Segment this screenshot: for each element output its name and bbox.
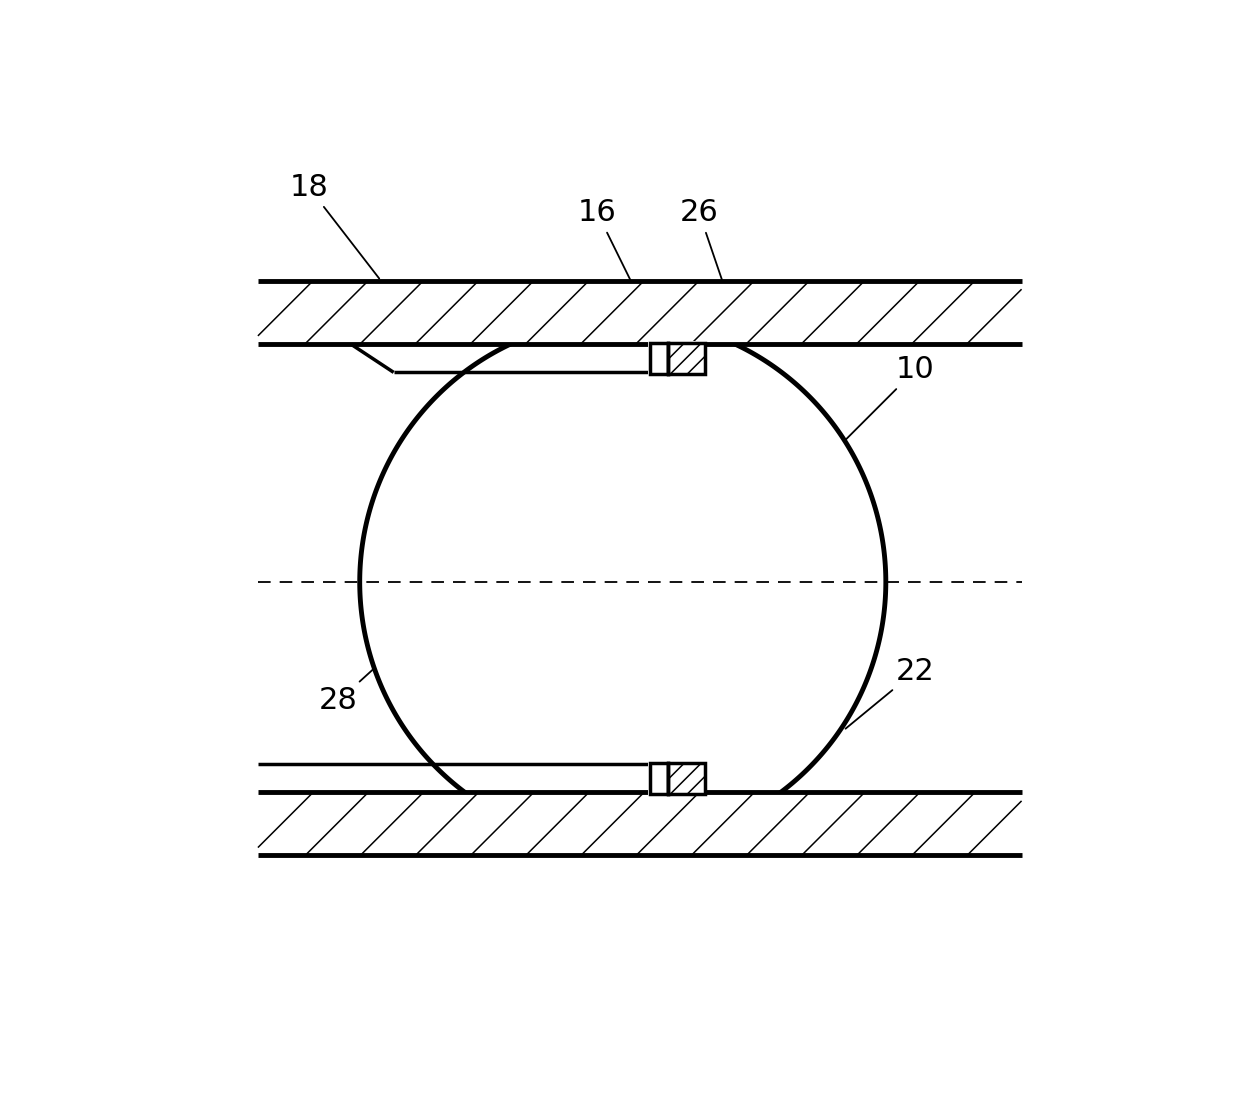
Text: 18: 18 <box>289 173 379 279</box>
Text: 10: 10 <box>846 355 935 440</box>
Bar <box>650 343 668 374</box>
Text: 16: 16 <box>578 198 651 323</box>
Polygon shape <box>258 792 1022 855</box>
Bar <box>668 343 706 374</box>
Polygon shape <box>360 318 885 845</box>
Bar <box>668 763 706 795</box>
Text: 26: 26 <box>680 198 737 322</box>
Text: 28: 28 <box>319 618 430 715</box>
Bar <box>650 763 668 795</box>
Polygon shape <box>258 281 1022 344</box>
Bar <box>649 341 707 376</box>
Bar <box>649 761 707 796</box>
Text: 22: 22 <box>846 657 935 728</box>
